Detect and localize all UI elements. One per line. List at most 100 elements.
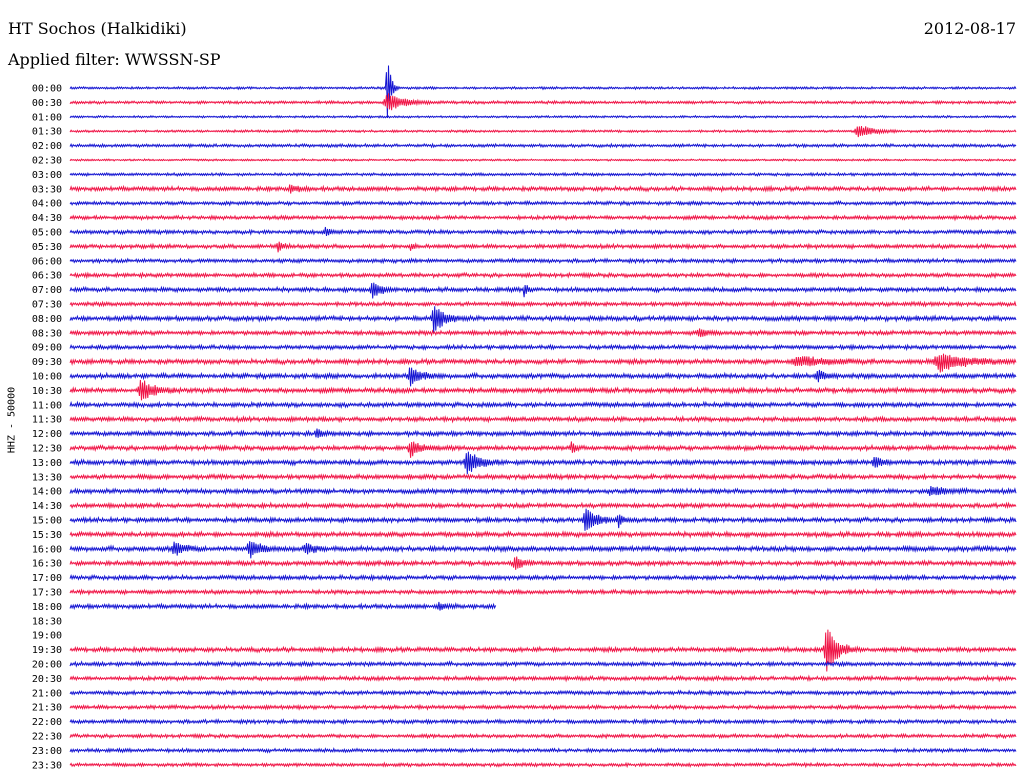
row-label: 21:30 (32, 703, 62, 714)
row-label: 20:00 (32, 660, 62, 671)
row-label: 17:00 (32, 573, 62, 584)
row-label: 07:30 (32, 300, 62, 311)
row-label: 08:00 (32, 314, 62, 325)
row-label: 02:00 (32, 141, 62, 152)
trace-line (69, 689, 1017, 697)
row-label: 03:30 (32, 184, 62, 195)
row-label: 15:30 (32, 530, 62, 541)
station-title: HT Sochos (Halkidiki) (8, 19, 187, 38)
row-labels: 00:00 00:30 01:00 01:30 02:00 02:30 03:00 03:30… (32, 84, 62, 772)
traces (69, 65, 1017, 769)
row-label: 23:30 (32, 760, 62, 771)
row-label: 04:00 (32, 199, 62, 210)
trace-line (69, 732, 1017, 740)
row-label: 01:00 (32, 112, 62, 123)
trace-line (69, 428, 1017, 438)
row-label: 19:30 (32, 645, 62, 656)
trace-line (69, 451, 1017, 475)
trace-line (69, 573, 1017, 582)
trace-line (69, 746, 1017, 754)
row-label: 07:00 (32, 285, 62, 296)
row-label: 04:30 (32, 213, 62, 224)
trace-line (69, 472, 1017, 481)
trace-line (69, 213, 1017, 222)
trace-line (69, 674, 1017, 683)
row-label: 16:30 (32, 559, 62, 570)
row-label: 21:00 (32, 688, 62, 699)
row-label: 23:00 (32, 746, 62, 757)
row-label: 03:00 (32, 170, 62, 181)
trace-line (69, 126, 1017, 138)
row-label: 10:00 (32, 372, 62, 383)
trace-line (69, 556, 1017, 570)
trace-line (69, 400, 1017, 410)
date-label: 2012-08-17 (923, 19, 1016, 38)
trace-line (69, 601, 497, 611)
trace-line (69, 241, 1017, 253)
row-label: 01:30 (32, 127, 62, 138)
trace-line (69, 629, 1017, 672)
row-label: 22:00 (32, 717, 62, 728)
row-label: 10:30 (32, 386, 62, 397)
trace-line (69, 379, 1017, 401)
row-label: 14:00 (32, 487, 62, 498)
trace-line (69, 65, 1017, 119)
row-label: 05:30 (32, 242, 62, 253)
row-label: 15:00 (32, 516, 62, 527)
trace-line (69, 343, 1017, 352)
trace-line (69, 306, 1017, 333)
trace-line (69, 328, 1017, 338)
row-label: 08:30 (32, 328, 62, 339)
trace-line (69, 114, 1017, 119)
row-label: 20:30 (32, 674, 62, 685)
trace-line (69, 660, 1017, 668)
row-label: 11:30 (32, 415, 62, 426)
trace-line (69, 703, 1017, 711)
row-label: 13:00 (32, 458, 62, 469)
trace-line (69, 441, 1017, 458)
row-label: 06:00 (32, 256, 62, 267)
trace-line (69, 271, 1017, 280)
trace-line (69, 257, 1017, 265)
row-label: 16:00 (32, 544, 62, 555)
trace-line (69, 541, 1017, 559)
trace-line (69, 501, 1017, 510)
trace-line (69, 199, 1017, 207)
trace-line (69, 761, 1017, 769)
trace-line (69, 485, 1017, 496)
trace-line (69, 282, 1017, 299)
row-label: 19:00 (32, 631, 62, 642)
row-label: 05:00 (32, 228, 62, 239)
trace-line (69, 353, 1017, 373)
row-label: 00:00 (32, 84, 62, 95)
row-label: 18:00 (32, 602, 62, 613)
row-label: 18:30 (32, 616, 62, 627)
row-label: 17:30 (32, 588, 62, 599)
row-label: 22:30 (32, 732, 62, 743)
trace-line (69, 717, 1017, 726)
row-label: 13:30 (32, 472, 62, 483)
trace-line (69, 529, 1017, 539)
filter-label: Applied filter: WWSSN-SP (8, 50, 221, 69)
trace-line (69, 158, 1017, 162)
trace-line (69, 142, 1017, 149)
trace-line (69, 588, 1017, 596)
trace-line (69, 299, 1017, 308)
trace-line (69, 171, 1017, 178)
row-label: 09:00 (32, 343, 62, 354)
row-label: 06:30 (32, 271, 62, 282)
trace-line (69, 367, 1017, 387)
trace-line (69, 226, 1017, 236)
row-label: 14:30 (32, 501, 62, 512)
trace-line (69, 508, 1017, 531)
trace-line (69, 93, 1017, 111)
trace-line (69, 415, 1017, 424)
row-label: 02:30 (32, 156, 62, 167)
row-label: 12:30 (32, 444, 62, 455)
row-label: 12:00 (32, 429, 62, 440)
row-label: 09:30 (32, 357, 62, 368)
trace-line (69, 184, 1017, 194)
row-label: 11:00 (32, 400, 62, 411)
row-label: 00:30 (32, 98, 62, 109)
